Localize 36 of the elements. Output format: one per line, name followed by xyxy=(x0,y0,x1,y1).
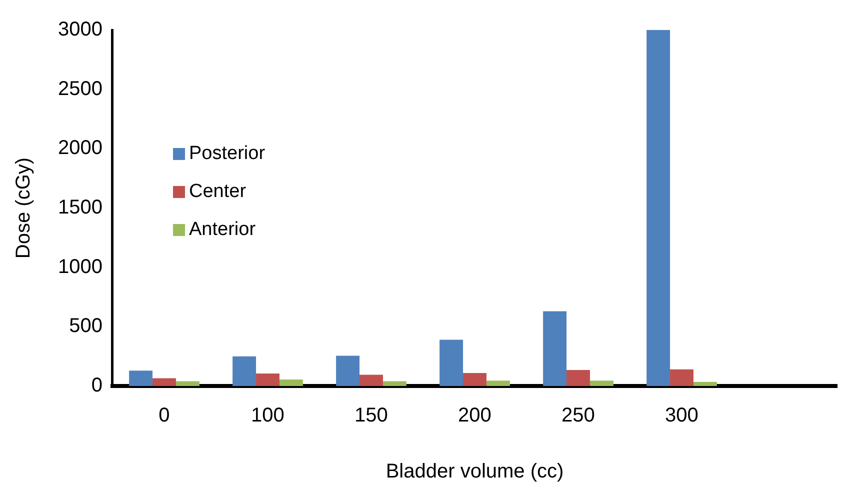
x-tick-label: 100 xyxy=(251,404,284,427)
bar xyxy=(152,378,176,386)
y-tick-label: 3000 xyxy=(58,18,102,41)
bar xyxy=(463,372,486,386)
legend-label: Posterior xyxy=(189,142,266,166)
bar xyxy=(486,380,510,386)
legend-label: Anterior xyxy=(189,218,256,242)
bar xyxy=(543,311,567,386)
y-tick-label: 1500 xyxy=(58,196,102,219)
bar xyxy=(360,374,383,386)
bar xyxy=(232,356,256,386)
bar xyxy=(382,381,406,386)
bar xyxy=(440,340,464,386)
x-axis-title: Bladder volume (cc) xyxy=(386,460,564,483)
x-tick-label: 200 xyxy=(458,404,492,427)
bar xyxy=(693,382,717,386)
bar xyxy=(129,370,153,386)
x-tick-label: 150 xyxy=(354,404,388,427)
bar xyxy=(279,379,303,386)
legend-label: Center xyxy=(189,180,246,204)
bar xyxy=(256,374,280,386)
bar xyxy=(336,356,360,386)
bar xyxy=(566,370,590,386)
bar xyxy=(176,381,200,386)
bar xyxy=(590,380,614,386)
y-tick-label: 2000 xyxy=(58,137,102,160)
y-tick-label: 1000 xyxy=(58,256,102,278)
y-tick-label: 2500 xyxy=(58,78,102,100)
x-tick-label: 250 xyxy=(562,404,595,427)
y-axis-title: Dose (cGy) xyxy=(12,157,35,259)
y-tick-label: 500 xyxy=(69,315,102,338)
x-tick-label: 0 xyxy=(158,404,170,427)
bar xyxy=(646,30,670,386)
bar xyxy=(670,369,694,386)
x-tick-label: 300 xyxy=(665,404,698,427)
y-tick-label: 0 xyxy=(91,374,102,397)
